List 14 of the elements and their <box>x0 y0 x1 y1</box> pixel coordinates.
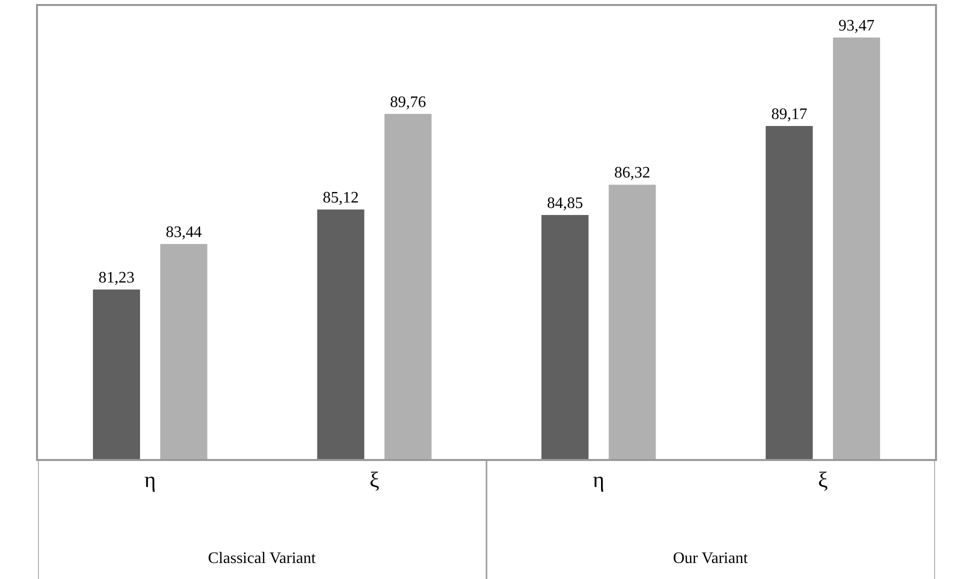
data-label: 84,85 <box>546 195 583 212</box>
data-label: 93,47 <box>838 18 875 34</box>
text: Classical Variant <box>208 550 316 567</box>
x-tick-label: η <box>592 467 604 492</box>
data-label: 81,23 <box>98 270 134 287</box>
data-label: 83,44 <box>166 224 202 242</box>
data-label: 85,12 <box>322 189 359 206</box>
data-label: 89,76 <box>390 94 426 111</box>
data-label: 89,17 <box>771 106 808 124</box>
text: Our Variant <box>673 550 748 567</box>
x-tick-label: ξ <box>369 467 380 492</box>
data-label: 86,32 <box>614 164 650 182</box>
x-tick-label: η <box>144 467 156 492</box>
x-tick-label: ξ <box>818 467 828 492</box>
